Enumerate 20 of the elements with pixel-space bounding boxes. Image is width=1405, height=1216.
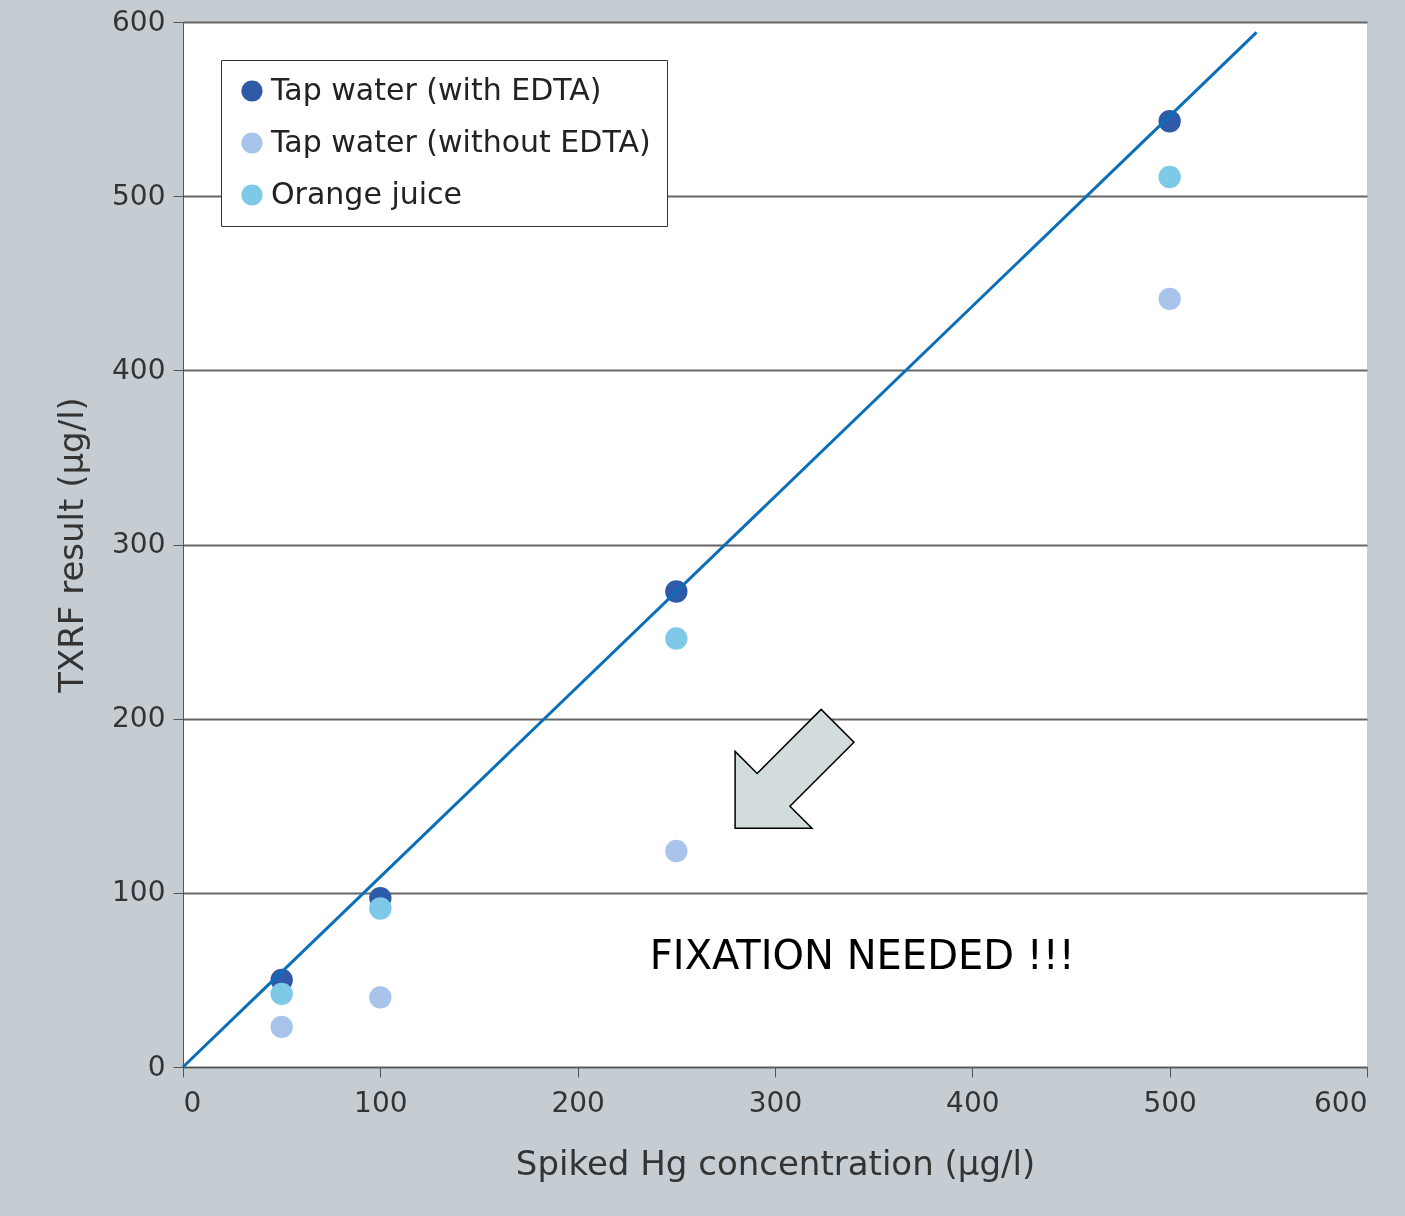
x-tick-label: 600 bbox=[1314, 1085, 1368, 1119]
y-tick-label: 500 bbox=[112, 178, 166, 212]
x-tick-label: 0 bbox=[183, 1085, 202, 1119]
y-tick-label: 100 bbox=[112, 875, 166, 909]
legend-label: Tap water (without EDTA) bbox=[270, 124, 651, 159]
x-axis-title: Spiked Hg concentration (µg/l) bbox=[515, 1142, 1036, 1183]
x-tick-label: 200 bbox=[551, 1085, 605, 1119]
y-axis-title: TXRF result (µg/l) bbox=[51, 397, 92, 694]
x-tick-label: 400 bbox=[946, 1085, 1000, 1119]
y-tick-label: 0 bbox=[147, 1049, 166, 1083]
y-tick-label: 400 bbox=[112, 352, 166, 386]
y-tick-label: 600 bbox=[112, 4, 166, 38]
annotation: FIXATION NEEDED !!! bbox=[649, 932, 1075, 979]
x-tick-label: 100 bbox=[354, 1085, 408, 1119]
y-tick-label: 200 bbox=[112, 701, 166, 735]
x-tick-label: 500 bbox=[1143, 1085, 1197, 1119]
legend-label: Orange juice bbox=[271, 176, 463, 211]
legend-label: Tap water (with EDTA) bbox=[270, 72, 602, 107]
y-tick-label: 300 bbox=[112, 527, 166, 560]
x-tick-label: 300 bbox=[748, 1085, 803, 1119]
